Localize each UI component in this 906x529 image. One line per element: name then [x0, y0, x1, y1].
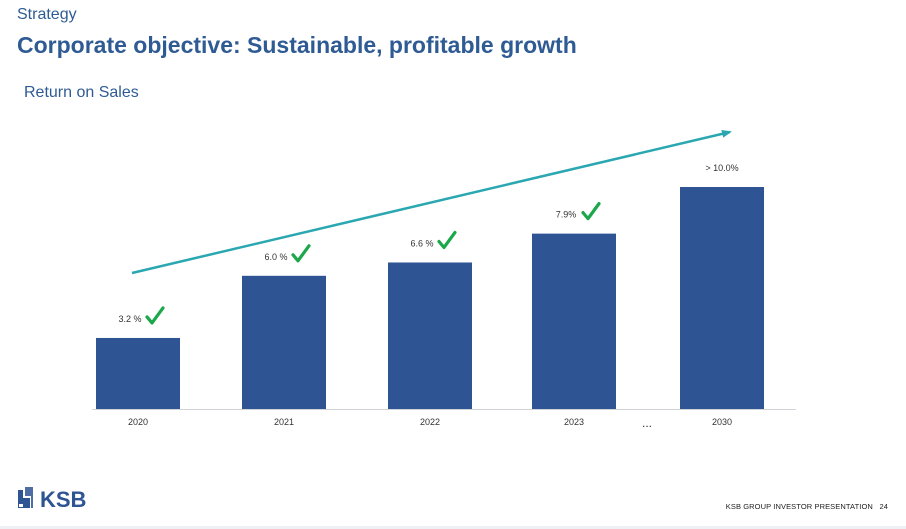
data-label-2030: > 10.0%: [705, 163, 738, 173]
trend-arrow: [131, 129, 732, 275]
x-tick-label-2022: 2022: [420, 417, 440, 427]
bar-2030: [680, 187, 764, 409]
bar-2020: [96, 337, 180, 409]
chart-title: Return on Sales: [24, 84, 139, 101]
axis-ellipsis: ...: [642, 416, 652, 430]
x-tick-label-2030: 2030: [712, 417, 732, 427]
footer-divider: [0, 526, 906, 529]
checkmark-icon: [581, 202, 601, 221]
data-label-2021: 6.0 %: [264, 252, 287, 262]
footer-caption: KSB GROUP INVESTOR PRESENTATION 24: [726, 502, 888, 511]
checkmark-icon: [291, 244, 311, 263]
ksb-logo-text: KSB: [40, 487, 86, 512]
x-tick-label-2021: 2021: [274, 417, 294, 427]
page-title: Corporate objective: Sustainable, profit…: [17, 32, 577, 58]
section-label: Strategy: [17, 6, 77, 23]
data-label-2023: 7.9%: [556, 210, 577, 220]
ksb-logo-mark-icon: [18, 487, 33, 508]
x-tick-label-2023: 2023: [564, 417, 584, 427]
bar-2023: [532, 233, 616, 409]
bar-2021: [242, 275, 326, 409]
data-label-2022: 6.6 %: [410, 238, 433, 248]
presentation-name: KSB GROUP INVESTOR PRESENTATION: [725, 502, 873, 511]
checkmark-icon: [145, 306, 165, 325]
return-on-sales-chart: 3.2 % 2020 6.0 % 2021 6.6 % 2022 7.9% 2023 > 10.…: [92, 129, 796, 430]
data-label-2020: 3.2 %: [118, 314, 141, 324]
ksb-logo: KSB: [16, 484, 116, 517]
x-tick-label-2020: 2020: [128, 417, 148, 427]
checkmark-icon: [437, 230, 457, 250]
page-number: 24: [879, 502, 888, 511]
bar-2022: [388, 262, 472, 409]
